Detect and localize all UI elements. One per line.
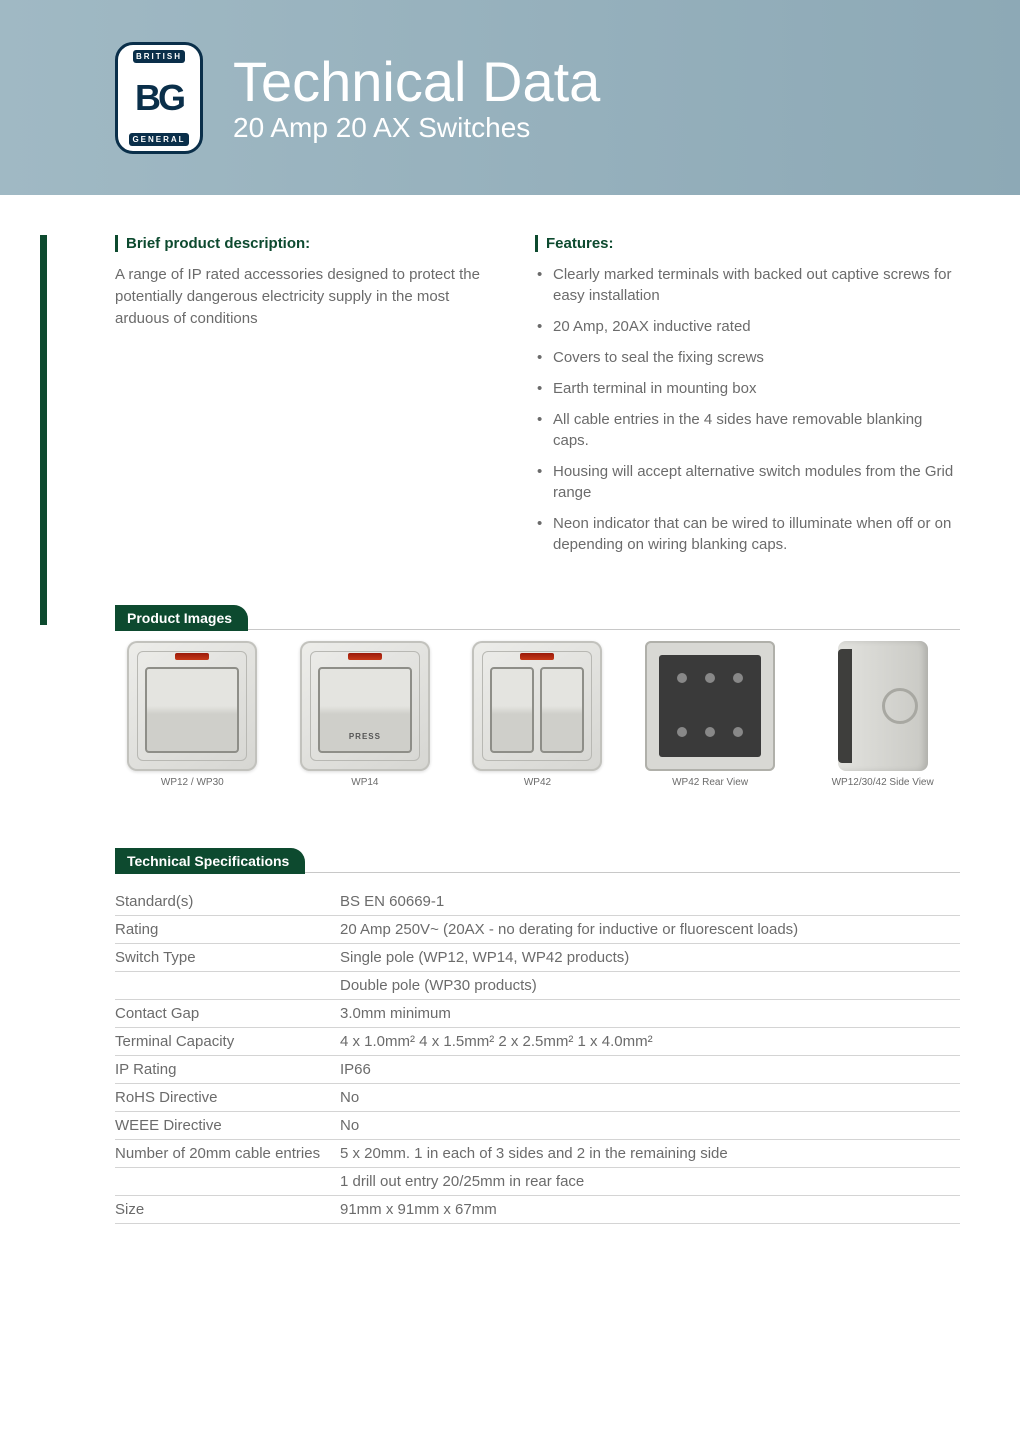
description-heading: Brief product description: [115,235,495,252]
spec-value: 91mm x 91mm x 67mm [340,1201,960,1218]
press-label: PRESS [349,732,381,741]
spec-label: Contact Gap [115,1005,340,1022]
feature-item: Earth terminal in mounting box [535,378,960,399]
page-subtitle: 20 Amp 20 AX Switches [233,112,600,144]
spec-value: 1 drill out entry 20/25mm in rear face [340,1173,960,1190]
spec-value: 5 x 20mm. 1 in each of 3 sides and 2 in … [340,1145,960,1162]
header-text: Technical Data 20 Amp 20 AX Switches [233,51,600,145]
feature-item: Clearly marked terminals with backed out… [535,264,960,306]
spec-row: Double pole (WP30 products) [115,972,960,1000]
spec-label: WEEE Directive [115,1117,340,1134]
body-area: Brief product description: A range of IP… [0,195,1020,1264]
specs-tab-row: Technical Specifications [115,848,960,874]
images-heading: Product Images [115,605,248,631]
product-image-cell: PRESS WP14 [288,641,443,788]
tab-rule [305,872,960,873]
product-image-side [818,641,948,771]
spec-row: Size91mm x 91mm x 67mm [115,1196,960,1224]
spec-label: IP Rating [115,1061,340,1078]
description-column: Brief product description: A range of IP… [115,235,495,565]
brand-mid: BG [135,80,183,116]
product-image-cell: WP42 Rear View [633,641,788,788]
feature-item: All cable entries in the 4 sides have re… [535,409,960,451]
spec-table: Standard(s)BS EN 60669-1 Rating20 Amp 25… [115,888,960,1224]
page: BRITISH BG GENERAL Technical Data 20 Amp… [0,0,1020,1442]
feature-item: Covers to seal the fixing screws [535,347,960,368]
header-band: BRITISH BG GENERAL Technical Data 20 Amp… [0,0,1020,195]
spec-label [115,977,340,994]
spec-value: 3.0mm minimum [340,1005,960,1022]
spec-label: Switch Type [115,949,340,966]
image-caption: WP12/30/42 Side View [832,777,934,788]
features-list: Clearly marked terminals with backed out… [535,264,960,555]
product-image-cell: WP42 [460,641,615,788]
spec-value: No [340,1117,960,1134]
spec-label: Standard(s) [115,893,340,910]
image-caption: WP12 / WP30 [161,777,224,788]
spec-label [115,1173,340,1190]
brand-bottom: GENERAL [129,133,188,146]
product-image-cell: WP12/30/42 Side View [805,641,960,788]
specs-heading: Technical Specifications [115,848,305,874]
feature-item: 20 Amp, 20AX inductive rated [535,316,960,337]
intro-columns: Brief product description: A range of IP… [115,235,960,565]
features-column: Features: Clearly marked terminals with … [535,235,960,565]
spec-row: WEEE DirectiveNo [115,1112,960,1140]
spec-value: BS EN 60669-1 [340,893,960,910]
spec-value: IP66 [340,1061,960,1078]
spec-label: Size [115,1201,340,1218]
spec-value: 20 Amp 250V~ (20AX - no derating for ind… [340,921,960,938]
spec-value: 4 x 1.0mm² 4 x 1.5mm² 2 x 2.5mm² 1 x 4.0… [340,1033,960,1050]
product-image-wp12 [127,641,257,771]
spec-row: Rating20 Amp 250V~ (20AX - no derating f… [115,916,960,944]
images-row: WP12 / WP30 PRESS WP14 WP42 [115,641,960,788]
spec-row: 1 drill out entry 20/25mm in rear face [115,1168,960,1196]
spec-row: Standard(s)BS EN 60669-1 [115,888,960,916]
image-caption: WP42 [524,777,551,788]
spec-label: Rating [115,921,340,938]
features-heading: Features: [535,235,960,252]
page-title: Technical Data [233,51,600,113]
spec-row: Switch TypeSingle pole (WP12, WP14, WP42… [115,944,960,972]
spec-row: Contact Gap3.0mm minimum [115,1000,960,1028]
spec-label: Number of 20mm cable entries [115,1145,340,1162]
product-image-cell: WP12 / WP30 [115,641,270,788]
brand-top: BRITISH [133,50,185,63]
images-tab-row: Product Images [115,605,960,631]
spec-value: Double pole (WP30 products) [340,977,960,994]
product-image-wp42 [472,641,602,771]
tab-rule [248,629,960,630]
accent-bar [40,235,47,625]
spec-row: RoHS DirectiveNo [115,1084,960,1112]
product-image-wp14: PRESS [300,641,430,771]
feature-item: Housing will accept alternative switch m… [535,461,960,503]
description-text: A range of IP rated accessories designed… [115,264,495,329]
spec-label: RoHS Directive [115,1089,340,1106]
brand-logo: BRITISH BG GENERAL [115,42,203,154]
spec-row: Number of 20mm cable entries5 x 20mm. 1 … [115,1140,960,1168]
image-caption: WP14 [351,777,378,788]
spec-label: Terminal Capacity [115,1033,340,1050]
feature-item: Neon indicator that can be wired to illu… [535,513,960,555]
spec-value: Single pole (WP12, WP14, WP42 products) [340,949,960,966]
spec-value: No [340,1089,960,1106]
image-caption: WP42 Rear View [672,777,748,788]
spec-row: Terminal Capacity4 x 1.0mm² 4 x 1.5mm² 2… [115,1028,960,1056]
product-image-rear [645,641,775,771]
spec-row: IP RatingIP66 [115,1056,960,1084]
